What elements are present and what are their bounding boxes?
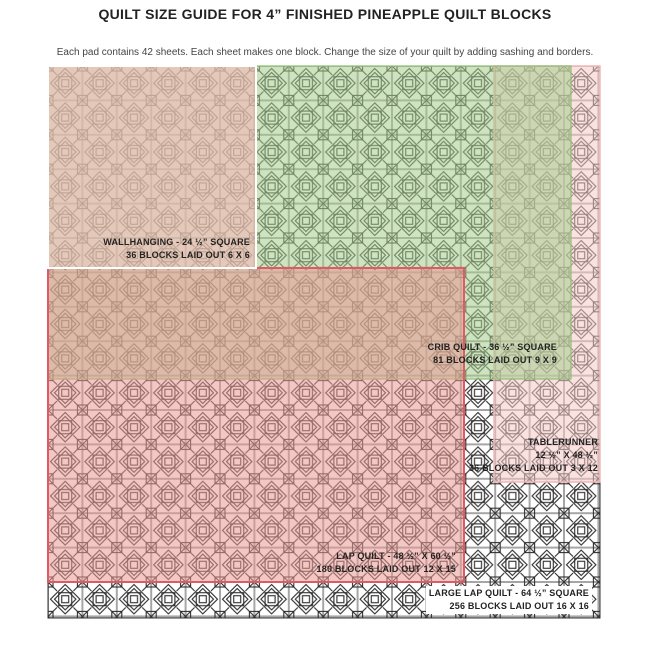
wallhanging-name: WALLHANGING - 24 ½” SQUARE: [103, 237, 250, 247]
lap-quilt-name: LAP QUILT - 48 ½” X 60 ½”: [336, 551, 456, 561]
wallhanging-blocks: 36 BLOCKS LAID OUT 6 X 6: [126, 250, 250, 260]
wallhanging-area: [47, 65, 257, 269]
tablerunner-dims: 12 ½” X 48 ½”: [535, 450, 598, 460]
lap-quilt-area: [47, 267, 465, 583]
wallhanging-label: WALLHANGING - 24 ½” SQUARE 36 BLOCKS LAI…: [103, 236, 250, 262]
large-lap-quilt-name: LARGE LAP QUILT - 64 ½” SQUARE: [428, 588, 589, 598]
crib-quilt-blocks: 81 BLOCKS LAID OUT 9 X 9: [433, 355, 557, 365]
tablerunner-label: TABLERUNNER 12 ½” X 48 ½” 36 BLOCKS LAID…: [469, 436, 598, 475]
page-title: QUILT SIZE GUIDE FOR 4” FINISHED PINEAPP…: [98, 6, 552, 22]
crib-quilt-name: CRIB QUILT - 36 ½” SQUARE: [427, 342, 557, 352]
large-lap-quilt-label: LARGE LAP QUILT - 64 ½” SQUARE 256 BLOCK…: [425, 586, 592, 614]
lap-quilt-label: LAP QUILT - 48 ½” X 60 ½” 180 BLOCKS LAI…: [317, 550, 456, 576]
tablerunner-blocks: 36 BLOCKS LAID OUT 3 X 12: [468, 463, 598, 473]
tablerunner-name: TABLERUNNER: [527, 437, 598, 447]
crib-quilt-label: CRIB QUILT - 36 ½” SQUARE 81 BLOCKS LAID…: [428, 341, 557, 367]
large-lap-quilt-blocks: 256 BLOCKS LAID OUT 16 X 16: [449, 601, 589, 611]
page-subtitle: Each pad contains 42 sheets. Each sheet …: [56, 47, 594, 58]
lap-quilt-blocks: 180 BLOCKS LAID OUT 12 X 15: [316, 564, 456, 574]
